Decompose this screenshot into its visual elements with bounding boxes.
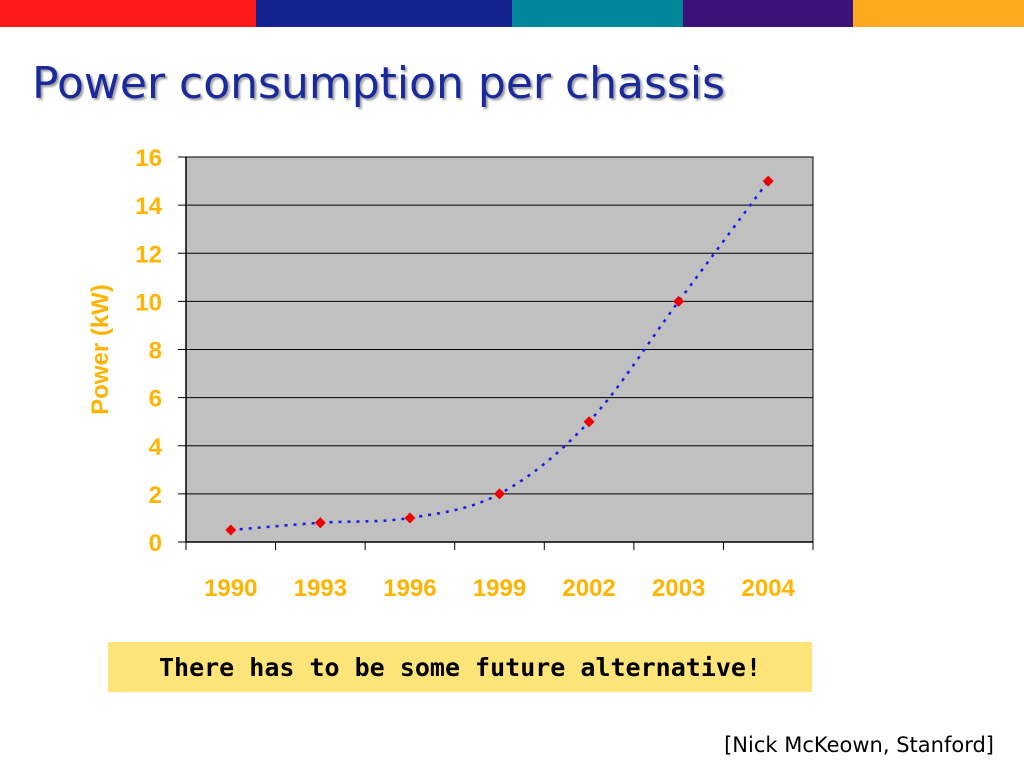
x-tick-label: 1990	[204, 575, 257, 602]
y-axis-label: Power (kW)	[87, 284, 114, 415]
x-tick-label: 2002	[562, 575, 615, 602]
data-point-1993	[314, 517, 326, 529]
y-tick-label: 16	[135, 145, 162, 172]
y-tick-label: 14	[135, 193, 162, 220]
color-bar-segment-navy	[256, 0, 512, 27]
y-tick-label: 12	[135, 241, 162, 268]
top-color-bar	[0, 0, 1024, 27]
color-bar-segment-red	[0, 0, 256, 27]
y-tick-label: 4	[149, 434, 163, 461]
citation: [Nick McKeown, Stanford]	[724, 733, 994, 757]
x-tick-label: 1996	[383, 575, 436, 602]
data-point-1999	[494, 488, 505, 500]
data-point-1990	[225, 524, 237, 536]
axes	[178, 156, 814, 550]
power-consumption-chart: 0 2 4 6 8 10 12 14 16 1990 1993 1996 1999 2002 2003 20…	[87, 145, 814, 602]
x-tick-label: 1993	[294, 575, 347, 602]
data-point-2002	[583, 416, 595, 428]
x-tick-labels: 1990 1993 1996 1999 2002 2003 2004	[204, 575, 795, 602]
color-bar-segment-orange	[853, 0, 1024, 27]
color-bar-segment-purple	[683, 0, 853, 27]
y-tick-label: 0	[149, 530, 162, 557]
callout-box: There has to be some future alternative!	[108, 642, 812, 692]
data-point-1996	[404, 512, 416, 524]
data-point-2003	[673, 295, 685, 307]
y-tick-label: 8	[149, 338, 162, 365]
y-tick-label: 6	[149, 386, 162, 413]
slide-title: Power consumption per chassis	[32, 58, 725, 109]
x-tick-label: 2004	[742, 575, 796, 602]
x-tick-label: 1999	[473, 575, 526, 602]
y-tick-label: 2	[149, 482, 162, 509]
x-tick-label: 2003	[652, 575, 705, 602]
data-point-2004	[762, 175, 774, 187]
data-markers	[225, 175, 774, 536]
color-bar-segment-teal	[512, 0, 683, 27]
callout-text: There has to be some future alternative!	[158, 652, 762, 682]
y-tick-label: 10	[135, 289, 162, 316]
y-tick-labels: 0 2 4 6 8 10 12 14 16	[135, 145, 162, 557]
